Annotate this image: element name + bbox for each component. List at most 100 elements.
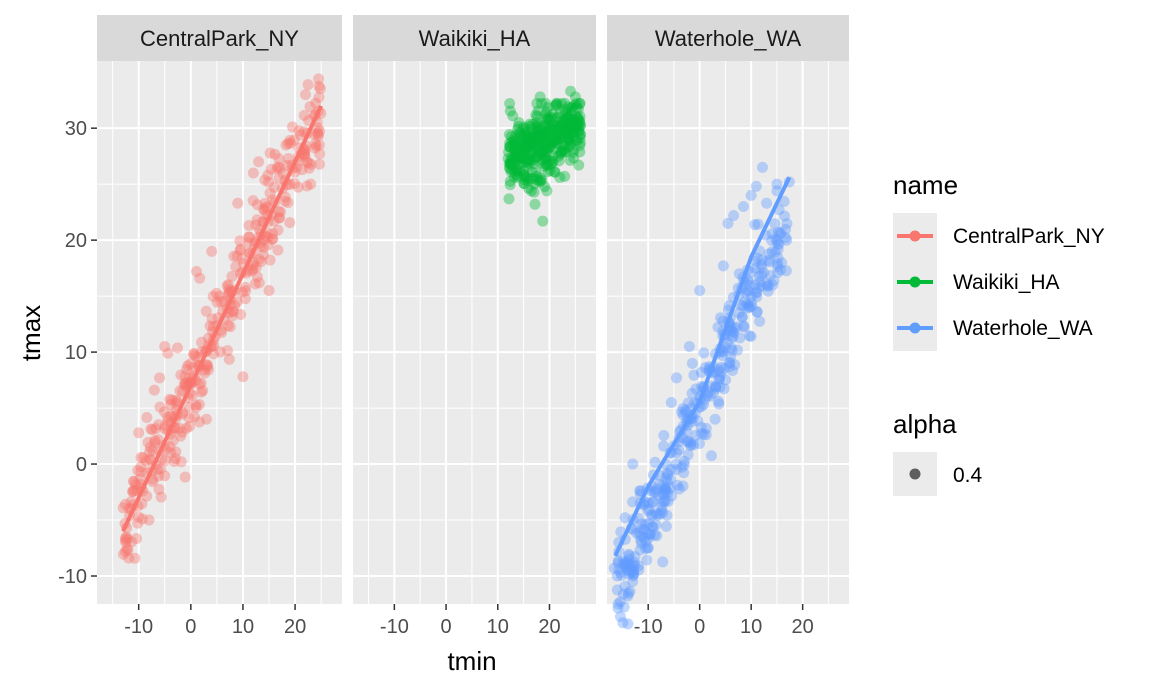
data-point [120, 531, 132, 543]
data-point [176, 426, 188, 438]
data-point [518, 140, 530, 152]
data-point [512, 170, 524, 182]
data-point [542, 112, 554, 124]
data-point [171, 342, 183, 354]
data-point [750, 255, 762, 267]
data-point [742, 284, 754, 296]
data-point [746, 266, 758, 278]
data-point [543, 141, 555, 153]
data-point [650, 507, 662, 519]
data-point [766, 228, 778, 240]
data-point [513, 117, 525, 129]
data-point [162, 411, 174, 423]
data-point [133, 511, 145, 523]
data-point [573, 159, 585, 171]
data-point [686, 357, 698, 369]
data-point [298, 109, 310, 121]
x-tick-label: 10 [232, 616, 254, 638]
data-point [545, 140, 557, 152]
data-point [710, 382, 722, 394]
data-point [262, 169, 274, 181]
data-point [660, 484, 672, 496]
data-point [627, 496, 639, 508]
data-point [226, 310, 238, 322]
data-point [530, 130, 542, 142]
data-point [164, 393, 176, 405]
data-point [544, 165, 556, 177]
data-point [623, 559, 635, 571]
data-point [144, 453, 156, 465]
data-point [733, 268, 745, 280]
data-point [503, 146, 515, 158]
data-point [614, 611, 626, 623]
data-point [166, 394, 178, 406]
facet-panels: CentralPark_NY Waikiki_HA Waterhole_WA [97, 15, 849, 630]
data-point [273, 205, 285, 217]
data-point [781, 234, 793, 246]
data-point [504, 175, 516, 187]
data-point [567, 126, 579, 138]
data-point [558, 144, 570, 156]
data-point [772, 226, 784, 238]
legend-entry-waterhole: Waterhole_WA [893, 305, 1093, 351]
data-point [774, 228, 786, 240]
data-point [541, 114, 553, 126]
data-point [273, 212, 285, 224]
data-point [180, 422, 192, 434]
data-point [133, 427, 145, 439]
data-point [550, 98, 562, 110]
data-point [507, 165, 519, 177]
data-point [623, 564, 635, 576]
data-point [169, 452, 181, 464]
data-point [149, 436, 161, 448]
data-point [762, 285, 774, 297]
data-point [126, 536, 138, 548]
data-point [573, 114, 585, 126]
data-point [561, 134, 573, 146]
data-point [226, 270, 238, 282]
data-point [524, 136, 536, 148]
data-point [545, 158, 557, 170]
legend-color: name CentralPark_NY Waikiki_HA Waterhole… [893, 170, 1105, 351]
data-point [750, 180, 762, 192]
data-point [725, 342, 737, 354]
data-point [557, 145, 569, 157]
data-point [642, 505, 654, 517]
data-point [120, 534, 132, 546]
legend-entry-label: CentralPark_NY [953, 225, 1105, 248]
data-point [725, 351, 737, 363]
data-point [643, 518, 655, 530]
data-point [625, 566, 637, 578]
data-point [154, 401, 166, 413]
data-point [234, 244, 246, 256]
data-point [532, 125, 544, 137]
data-point [516, 132, 528, 144]
data-point [523, 131, 535, 143]
data-point [167, 435, 179, 447]
data-point [506, 152, 518, 164]
data-point [615, 567, 627, 579]
data-point [522, 141, 534, 153]
data-point [540, 98, 552, 110]
data-point [273, 153, 285, 165]
data-point [231, 296, 243, 308]
trend-line [121, 104, 323, 533]
data-point [772, 258, 784, 270]
data-point [193, 399, 205, 411]
data-point [560, 146, 572, 158]
data-point [265, 163, 277, 175]
data-point [634, 527, 646, 539]
data-point [513, 132, 525, 144]
data-point [548, 143, 560, 155]
trend-line [509, 102, 577, 165]
data-point [714, 381, 726, 393]
data-point [522, 133, 534, 145]
data-point [743, 301, 755, 313]
data-point [753, 282, 765, 294]
data-point [623, 548, 635, 560]
data-point [776, 257, 788, 269]
data-point [622, 587, 634, 599]
data-point [237, 371, 249, 383]
data-point [121, 543, 133, 555]
data-point [247, 195, 259, 207]
